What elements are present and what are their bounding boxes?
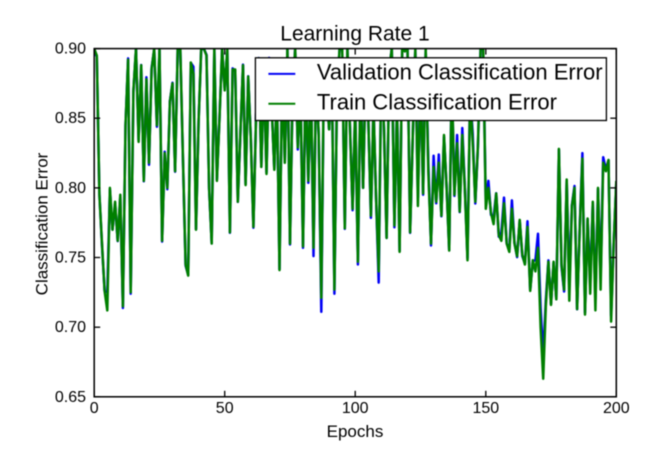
svg-text:150: 150 [472,400,499,417]
svg-text:Train Classification Error: Train Classification Error [317,89,557,114]
svg-text:0.80: 0.80 [55,180,86,197]
svg-text:0.70: 0.70 [55,319,86,336]
svg-text:Epochs: Epochs [327,422,384,441]
svg-text:0.90: 0.90 [55,41,86,58]
svg-text:0.65: 0.65 [55,389,86,406]
svg-text:0: 0 [90,400,99,417]
svg-text:200: 200 [603,400,630,417]
svg-text:0.85: 0.85 [55,110,86,127]
svg-text:100: 100 [342,400,369,417]
svg-text:50: 50 [216,400,234,417]
svg-text:Classification Error: Classification Error [33,152,52,295]
svg-text:Learning Rate 1: Learning Rate 1 [280,23,429,46]
svg-text:0.75: 0.75 [55,250,86,267]
svg-text:Validation Classification Erro: Validation Classification Error [317,59,603,84]
